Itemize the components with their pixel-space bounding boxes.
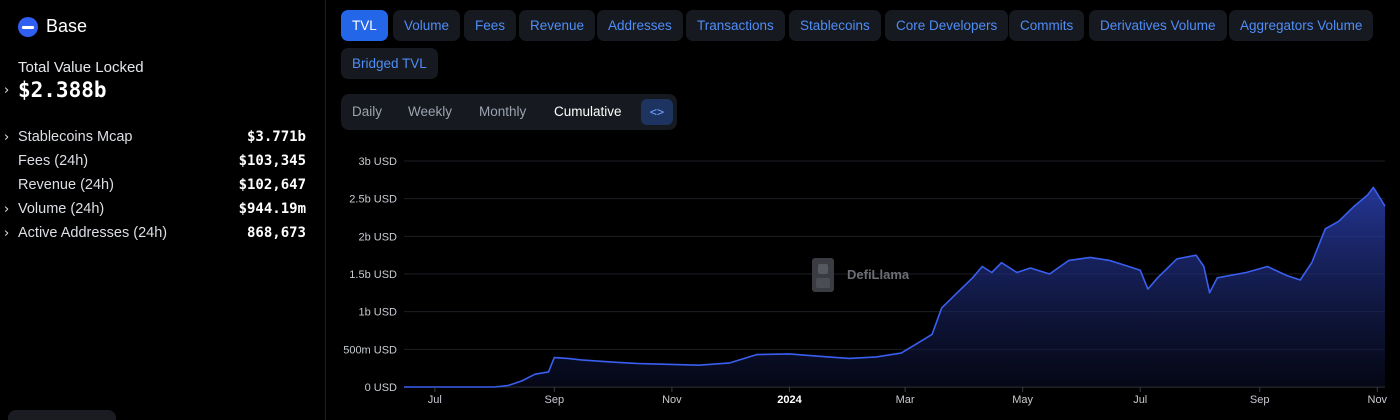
tab-aggregators-volume[interactable]: Aggregators Volume <box>1229 10 1374 41</box>
chain-name: Base <box>46 16 88 36</box>
metric-label: Revenue (24h) <box>18 177 114 193</box>
range-selector: Daily Weekly Monthly Cumulative <> <box>341 94 677 130</box>
x-tick-label: Nov <box>1368 394 1388 406</box>
range-cumulative[interactable]: Cumulative <box>554 104 622 119</box>
y-tick-label: 500m USD <box>343 344 397 356</box>
watermark: DefiLlama <box>812 258 910 292</box>
embed-code-icon[interactable]: <> <box>641 99 673 125</box>
tab-volume[interactable]: Volume <box>393 10 461 41</box>
metric-value: $103,345 <box>238 153 306 169</box>
metric-value: 868,673 <box>246 225 306 241</box>
y-tick-label: 1b USD <box>358 307 397 319</box>
metric-label: Active Addresses (24h) <box>18 225 168 241</box>
tab-fees[interactable]: Fees <box>464 10 517 41</box>
watermark-text: DefiLlama <box>847 267 910 282</box>
tab-core-developers[interactable]: Core Developers <box>885 10 1009 41</box>
y-tick-label: 2b USD <box>358 231 397 243</box>
metric-stablecoins-mcap[interactable]: › Stablecoins Mcap $3.771b <box>4 127 306 147</box>
chevron-right-icon[interactable]: › <box>4 82 10 98</box>
base-logo-icon <box>18 16 38 37</box>
x-tick-label: Sep <box>545 394 565 406</box>
tab-addresses[interactable]: Addresses <box>597 10 683 41</box>
x-tick-label: Jul <box>1133 394 1147 406</box>
tab-transactions[interactable]: Transactions <box>686 10 785 41</box>
tab-tvl[interactable]: TVL <box>341 10 388 41</box>
x-tick-label: May <box>1012 394 1033 406</box>
y-tick-label: 1.5b USD <box>349 269 397 281</box>
tvl-value: $2.388b <box>18 78 107 102</box>
tvl-label: Total Value Locked <box>18 59 144 76</box>
tab-stablecoins[interactable]: Stablecoins <box>789 10 881 41</box>
metric-label: Fees (24h) <box>18 153 89 169</box>
metric-volume[interactable]: › Volume (24h) $944.19m <box>4 199 306 219</box>
x-tick-label: 2024 <box>777 394 802 406</box>
metric-label: Stablecoins Mcap <box>18 129 133 145</box>
metric-fees: Fees (24h) $103,345 <box>4 151 306 171</box>
range-monthly[interactable]: Monthly <box>479 104 527 119</box>
range-weekly[interactable]: Weekly <box>408 104 453 119</box>
summary-panel: Base Total Value Locked › $2.388b › Stab… <box>0 0 326 420</box>
chevron-right-icon[interactable]: › <box>4 225 10 241</box>
collapsed-button[interactable] <box>8 410 116 420</box>
metric-value: $102,647 <box>238 177 306 193</box>
chevron-right-icon[interactable]: › <box>4 201 10 217</box>
metric-active-addresses[interactable]: › Active Addresses (24h) 868,673 <box>4 223 306 243</box>
metric-value: $3.771b <box>246 129 306 145</box>
tvl-series-line <box>404 186 1386 388</box>
tab-derivatives-volume[interactable]: Derivatives Volume <box>1089 10 1227 41</box>
range-daily[interactable]: Daily <box>352 104 383 119</box>
metric-value: $944.19m <box>238 201 306 217</box>
x-tick-label: Sep <box>1250 394 1270 406</box>
metric-revenue: Revenue (24h) $102,647 <box>4 175 306 195</box>
llama-icon <box>812 258 834 292</box>
metric-label: Volume (24h) <box>18 201 105 217</box>
y-tick-label: 2.5b USD <box>349 194 397 206</box>
chain-header: Base <box>18 16 87 37</box>
x-tick-label: Jul <box>428 394 442 406</box>
tvl-area <box>404 187 1385 387</box>
x-tick-label: Nov <box>662 394 682 406</box>
tab-revenue[interactable]: Revenue <box>519 10 596 41</box>
y-tick-label: 0 USD <box>365 382 397 394</box>
tab-bridged-tvl[interactable]: Bridged TVL <box>341 48 438 79</box>
tab-commits[interactable]: Commits <box>1009 10 1085 41</box>
tvl-row[interactable]: › $2.388b <box>4 78 107 102</box>
y-tick-label: 3b USD <box>358 156 397 168</box>
chevron-right-icon[interactable]: › <box>4 129 10 145</box>
x-tick-label: Mar <box>896 394 915 406</box>
